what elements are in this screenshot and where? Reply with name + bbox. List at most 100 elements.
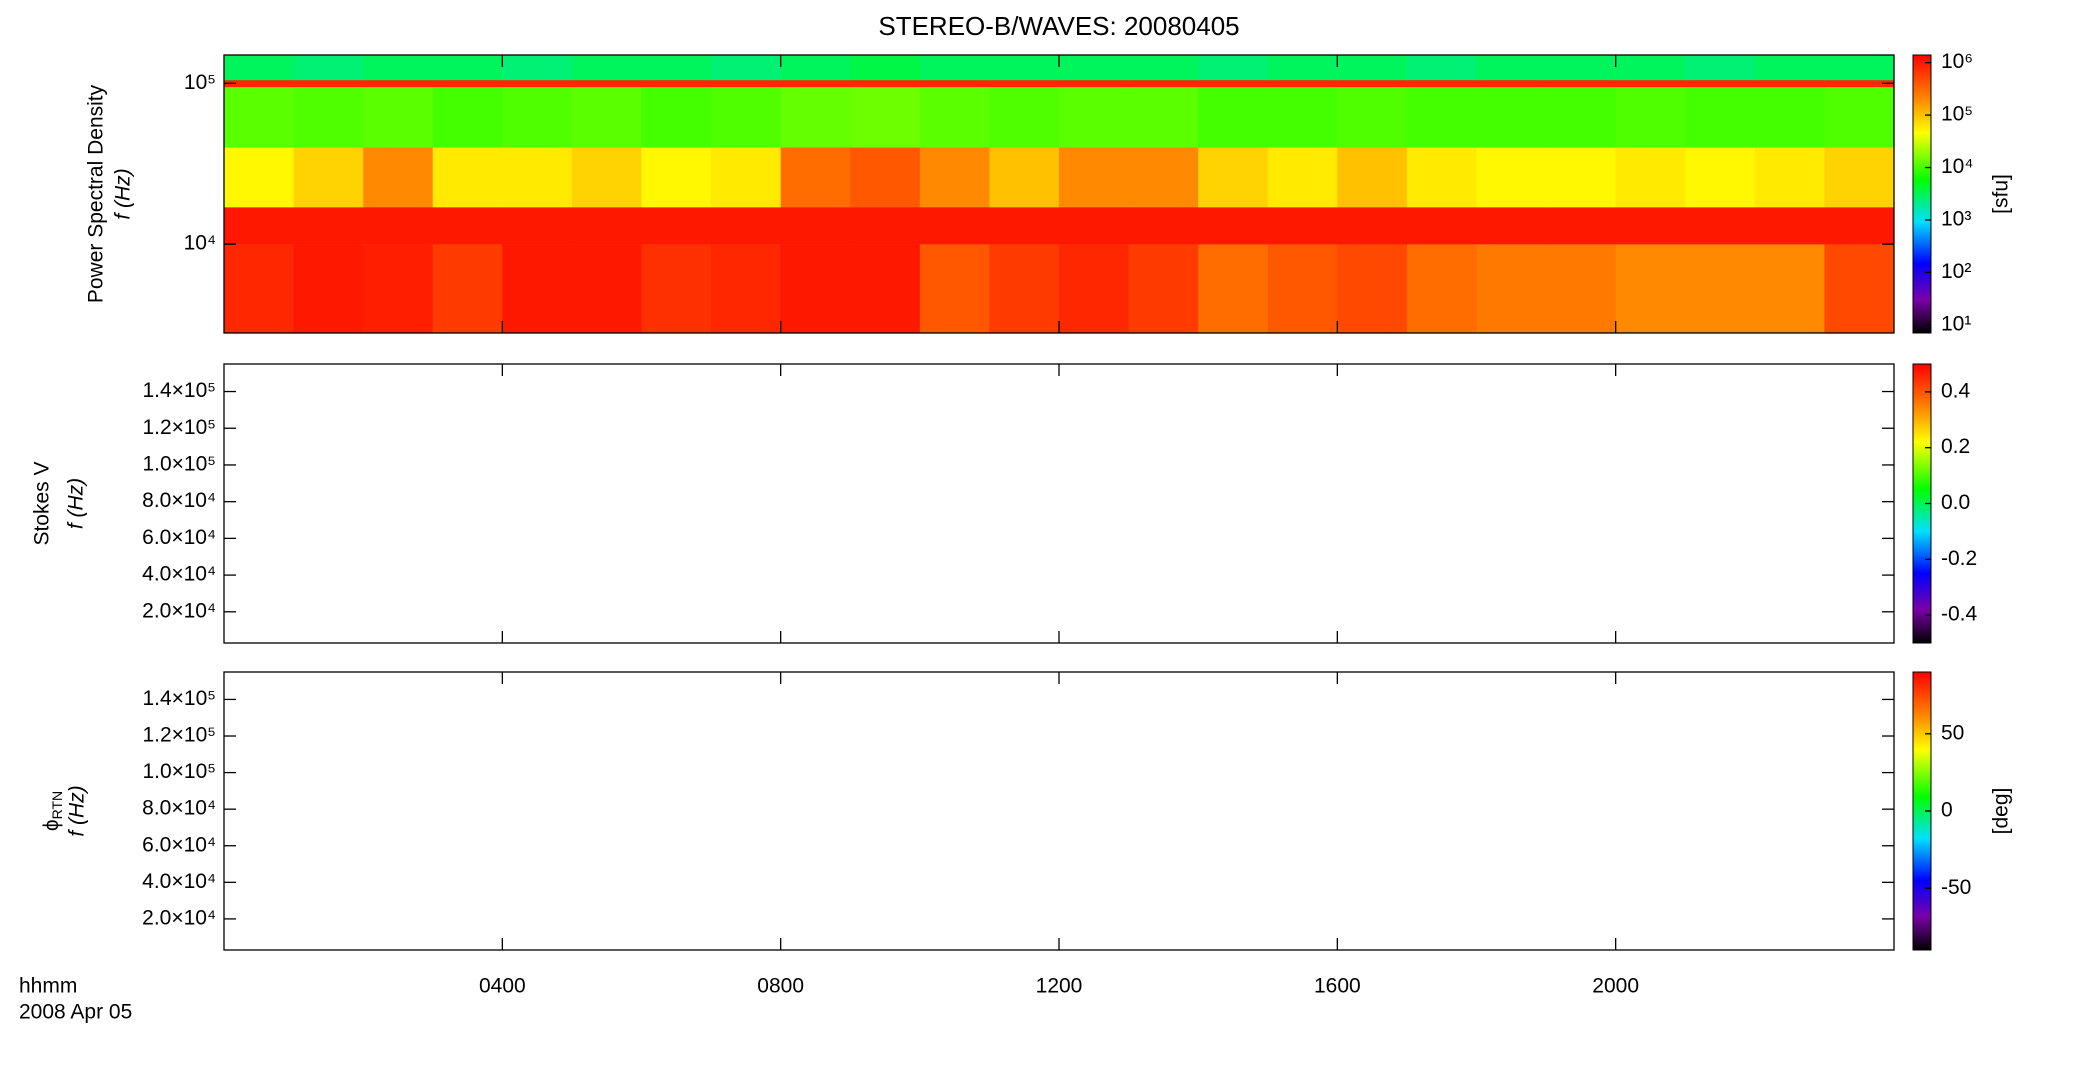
heatmap-cell bbox=[1337, 207, 1408, 245]
heatmap-cell bbox=[989, 79, 1060, 88]
heatmap-cell bbox=[1824, 207, 1895, 245]
heatmap-cell bbox=[1337, 86, 1408, 148]
y-tick-label: 1.2×10⁵ bbox=[142, 416, 216, 439]
heatmap-cell bbox=[571, 86, 642, 148]
heatmap-cell bbox=[850, 207, 921, 245]
y-tick-label: 4.0×10⁴ bbox=[142, 563, 216, 586]
heatmap-cell bbox=[1128, 86, 1199, 148]
y-tick-label: 4.0×10⁴ bbox=[142, 870, 216, 893]
heatmap-cell bbox=[502, 86, 573, 148]
heatmap-cell bbox=[1406, 55, 1477, 81]
x-tick-label: 0800 bbox=[757, 975, 804, 998]
heatmap-cell bbox=[780, 86, 851, 148]
heatmap-cell bbox=[502, 79, 573, 88]
colorbar-label: [sfu] bbox=[1990, 174, 2013, 214]
colorbar-tick-label: -50 bbox=[1941, 876, 1971, 899]
heatmap-cell bbox=[1337, 147, 1408, 208]
heatmap-cell bbox=[502, 147, 573, 208]
heatmap-cell bbox=[363, 244, 434, 334]
heatmap-cell bbox=[919, 79, 990, 88]
colorbar-tick-label: 10⁴ bbox=[1941, 155, 1973, 178]
y-tick-label: 6.0×10⁴ bbox=[142, 526, 216, 549]
heatmap-cell bbox=[641, 79, 712, 88]
heatmap-cell bbox=[989, 244, 1060, 334]
heatmap-cell bbox=[1546, 79, 1617, 88]
heatmap-cell bbox=[1267, 55, 1338, 81]
heatmap-cell bbox=[432, 244, 503, 334]
heatmap-cell bbox=[1059, 207, 1130, 245]
colorbar-tick-label: 50 bbox=[1941, 721, 1964, 744]
heatmap-cell bbox=[641, 86, 712, 148]
heatmap-cell bbox=[1546, 147, 1617, 208]
heatmap-cell bbox=[1615, 207, 1686, 245]
heatmap-cell bbox=[1476, 207, 1547, 245]
heatmap-cell bbox=[224, 207, 295, 245]
heatmap-cell bbox=[1406, 207, 1477, 245]
heatmap-cell bbox=[1059, 79, 1130, 88]
heatmap-cell bbox=[1128, 79, 1199, 88]
heatmap-cell bbox=[1615, 147, 1686, 208]
plot-frame bbox=[223, 363, 1895, 644]
colorbar-tick-label: 0.2 bbox=[1941, 435, 1970, 458]
heatmap-cell bbox=[1685, 244, 1756, 334]
heatmap-cell bbox=[989, 86, 1060, 148]
heatmap-cell bbox=[711, 55, 782, 81]
heatmap-cell bbox=[780, 55, 851, 81]
heatmap-cell bbox=[850, 147, 921, 208]
heatmap-cell bbox=[224, 244, 295, 334]
heatmap-cell bbox=[293, 207, 364, 245]
y-tick-label: 8.0×10⁴ bbox=[142, 489, 216, 512]
heatmap-cell bbox=[641, 207, 712, 245]
heatmap-cell bbox=[502, 244, 573, 334]
y-axis-label: f (Hz) bbox=[66, 785, 89, 836]
heatmap-cell bbox=[1824, 86, 1895, 148]
heatmap-cell bbox=[363, 86, 434, 148]
heatmap-cell bbox=[1198, 79, 1269, 88]
colorbar-tick-label: 10⁵ bbox=[1941, 103, 1973, 126]
colorbar-tick-label: -0.2 bbox=[1941, 547, 1977, 570]
heatmap-cell bbox=[919, 147, 990, 208]
colorbar-tick-label: 10¹ bbox=[1941, 312, 1971, 335]
heatmap-cell bbox=[1059, 244, 1130, 334]
heatmap-cell bbox=[1546, 244, 1617, 334]
heatmap-cell bbox=[1267, 207, 1338, 245]
y-axis-label: f (Hz) bbox=[112, 168, 135, 219]
heatmap-cell bbox=[363, 55, 434, 81]
heatmap-cell bbox=[1685, 79, 1756, 88]
heatmap-cell bbox=[1059, 147, 1130, 208]
heatmap-cell bbox=[363, 79, 434, 88]
heatmap-cell bbox=[1267, 244, 1338, 334]
heatmap-cell bbox=[711, 147, 782, 208]
heatmap-cell bbox=[224, 79, 295, 88]
heatmap-cell bbox=[571, 207, 642, 245]
heatmap-cell bbox=[432, 55, 503, 81]
heatmap-cell bbox=[571, 79, 642, 88]
heatmap-cell bbox=[1476, 86, 1547, 148]
heatmap-cell bbox=[1337, 55, 1408, 81]
heatmap-cell bbox=[1128, 207, 1199, 245]
heatmap-cell bbox=[1615, 55, 1686, 81]
heatmap-cell bbox=[919, 207, 990, 245]
y-tick-label: 1.4×10⁵ bbox=[142, 379, 216, 402]
heatmap-cell bbox=[1824, 79, 1895, 88]
y-tick-label: 10⁵ bbox=[184, 71, 216, 94]
heatmap-cell bbox=[1615, 79, 1686, 88]
heatmap-cell bbox=[1546, 86, 1617, 148]
heatmap-cell bbox=[780, 147, 851, 208]
y-tick-label: 10⁴ bbox=[184, 232, 216, 255]
time-unit: hhmm bbox=[19, 975, 77, 998]
heatmap-cell bbox=[363, 147, 434, 208]
heatmap-cell bbox=[780, 207, 851, 245]
heatmap-cell bbox=[1198, 147, 1269, 208]
heatmap-cell bbox=[1337, 244, 1408, 334]
heatmap-cell bbox=[1198, 207, 1269, 245]
heatmap-cell bbox=[432, 207, 503, 245]
heatmap-cell bbox=[1198, 86, 1269, 148]
heatmap-cell bbox=[293, 86, 364, 148]
heatmap-cell bbox=[1824, 244, 1895, 334]
heatmap-cell bbox=[1059, 55, 1130, 81]
date-label: 2008 Apr 05 bbox=[19, 1001, 132, 1024]
heatmap-cell bbox=[1824, 55, 1895, 81]
heatmap-cell bbox=[293, 244, 364, 334]
heatmap-cell bbox=[571, 147, 642, 208]
